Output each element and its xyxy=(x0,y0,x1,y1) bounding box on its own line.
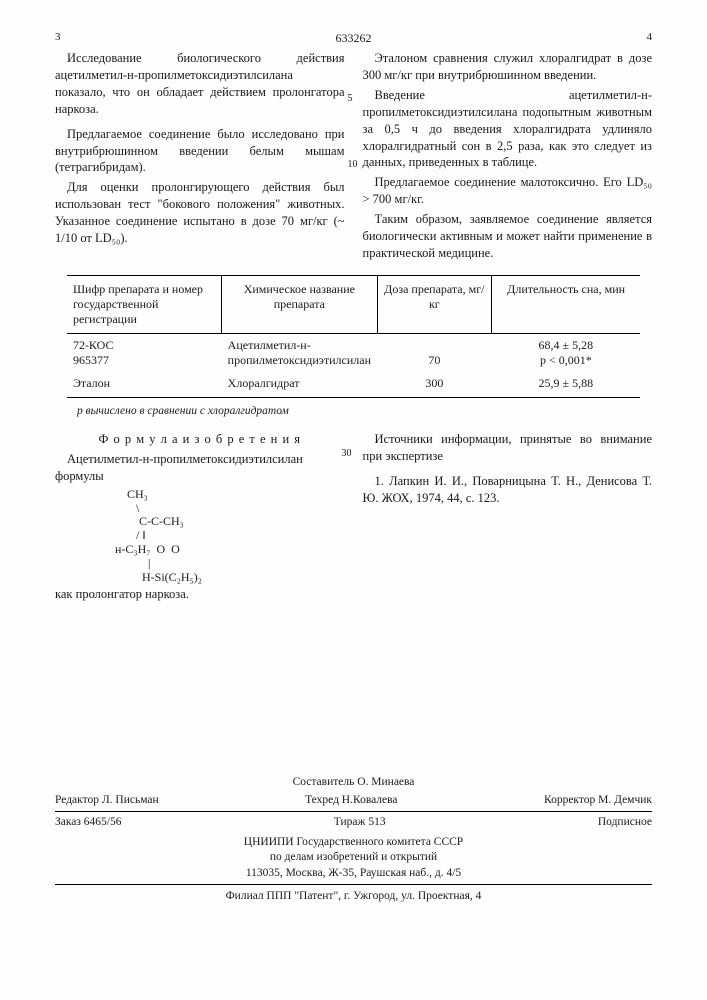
footer-tirage: Тираж 513 xyxy=(334,815,386,831)
footer-org-1: ЦНИИПИ Государственного комитета СССР xyxy=(55,835,652,851)
claims-left: Ф о р м у л а и з о б р е т е н и я Ацет… xyxy=(55,431,345,606)
references-title: Источники информации, принятые во вниман… xyxy=(363,431,653,465)
chemical-formula: CH₃ \ C-C-CH₃ / ‖ н-C₃H₇ O O | H-Si(C₂H₅… xyxy=(115,488,345,585)
table-header-2: Химическое название препарата xyxy=(222,275,377,333)
left-para-1: Исследование биологического действия аце… xyxy=(55,50,345,118)
right-para-3: Предлагаемое соединение малотоксично. Ег… xyxy=(363,174,653,208)
cell-dose: 300 xyxy=(377,372,492,398)
table-footnote: p вычислено в сравнении с хлоралгидратом xyxy=(77,404,652,420)
right-column: Эталоном сравнения служил хлоралгидрат в… xyxy=(363,50,653,265)
cell-chemname: Хлоралгидрат xyxy=(222,372,377,398)
line-number-30: 30 xyxy=(342,447,352,461)
left-para-2: Предлагаемое соединение было исследовано… xyxy=(55,126,345,177)
table-row: Эталон Хлоралгидрат 300 25,9 ± 5,88 xyxy=(67,372,640,398)
right-para-1: Эталоном сравнения служил хлоралгидрат в… xyxy=(363,50,653,84)
footer-techred: Техред Н.Ковалева xyxy=(305,793,397,809)
footer-corrector: Корректор М. Демчик xyxy=(544,793,652,809)
footer-compiler: Составитель О. Минаева xyxy=(55,775,652,791)
footer-order: Заказ 6465/56 xyxy=(55,815,122,831)
cell-code-b: 965377 xyxy=(73,353,109,367)
cell-code-a: 72-КОС xyxy=(73,338,114,352)
footer-address: 113035, Москва, Ж-35, Раушская наб., д. … xyxy=(55,866,652,882)
page-number-right: 4 xyxy=(647,30,653,48)
line-number-5: 5 xyxy=(348,92,353,106)
claims-text-2: как пролонгатор наркоза. xyxy=(55,586,345,603)
left-column: Исследование биологического действия аце… xyxy=(55,50,345,265)
table-header-3: Доза препарата, мг/кг xyxy=(377,275,492,333)
footer-editor: Редактор Л. Письман xyxy=(55,793,159,809)
left-para-3: Для оценки пролонгирующего действия был … xyxy=(55,179,345,247)
claims-text-1: Ацетилметил-н-пропилметоксидиэтилсилан ф… xyxy=(55,451,345,485)
line-number-10: 10 xyxy=(348,158,358,172)
claims-title: Ф о р м у л а и з о б р е т е н и я xyxy=(55,431,345,448)
cell-duration-a: 68,4 ± 5,28 xyxy=(539,338,594,352)
table-header-1: Шифр препарата и номер государственной р… xyxy=(67,275,222,333)
footer-signed: Подписное xyxy=(598,815,652,831)
table-row: 72-КОС 965377 Ацетилметил-н-пропилметокс… xyxy=(67,333,640,372)
footer-org-2: по делам изобретений и открытий xyxy=(55,850,652,866)
footer-block: Составитель О. Минаева Редактор Л. Письм… xyxy=(55,775,652,905)
text-columns: Исследование биологического действия аце… xyxy=(55,50,652,265)
right-para-4: Таким образом, заявляемое соединение явл… xyxy=(363,211,653,262)
reference-1: 1. Лапкин И. И., Поварницына Т. Н., Дени… xyxy=(363,473,653,507)
right-para-2: Введение ацетилметил-н-пропилметоксидиэт… xyxy=(363,87,653,171)
cell-dose: 70 xyxy=(377,333,492,372)
patent-number: 633262 xyxy=(61,30,647,46)
claims-right: Источники информации, принятые во вниман… xyxy=(363,431,653,606)
results-table: Шифр препарата и номер государственной р… xyxy=(67,275,640,398)
cell-code: Эталон xyxy=(67,372,222,398)
cell-duration-b: p < 0,001* xyxy=(540,353,592,367)
cell-duration: 25,9 ± 5,88 xyxy=(492,372,640,398)
table-header-4: Длительность сна, мин xyxy=(492,275,640,333)
footer-branch: Филиал ППП "Патент", г. Ужгород, ул. Про… xyxy=(55,889,652,905)
claims-section: Ф о р м у л а и з о б р е т е н и я Ацет… xyxy=(55,431,652,606)
cell-chemname: Ацетилметил-н-пропилметоксидиэтилсилан xyxy=(222,333,377,372)
